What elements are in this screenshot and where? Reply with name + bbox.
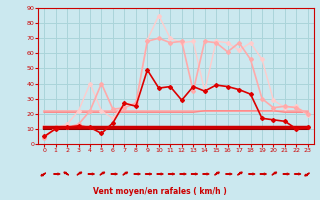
Text: Vent moyen/en rafales ( km/h ): Vent moyen/en rafales ( km/h ): [93, 187, 227, 196]
